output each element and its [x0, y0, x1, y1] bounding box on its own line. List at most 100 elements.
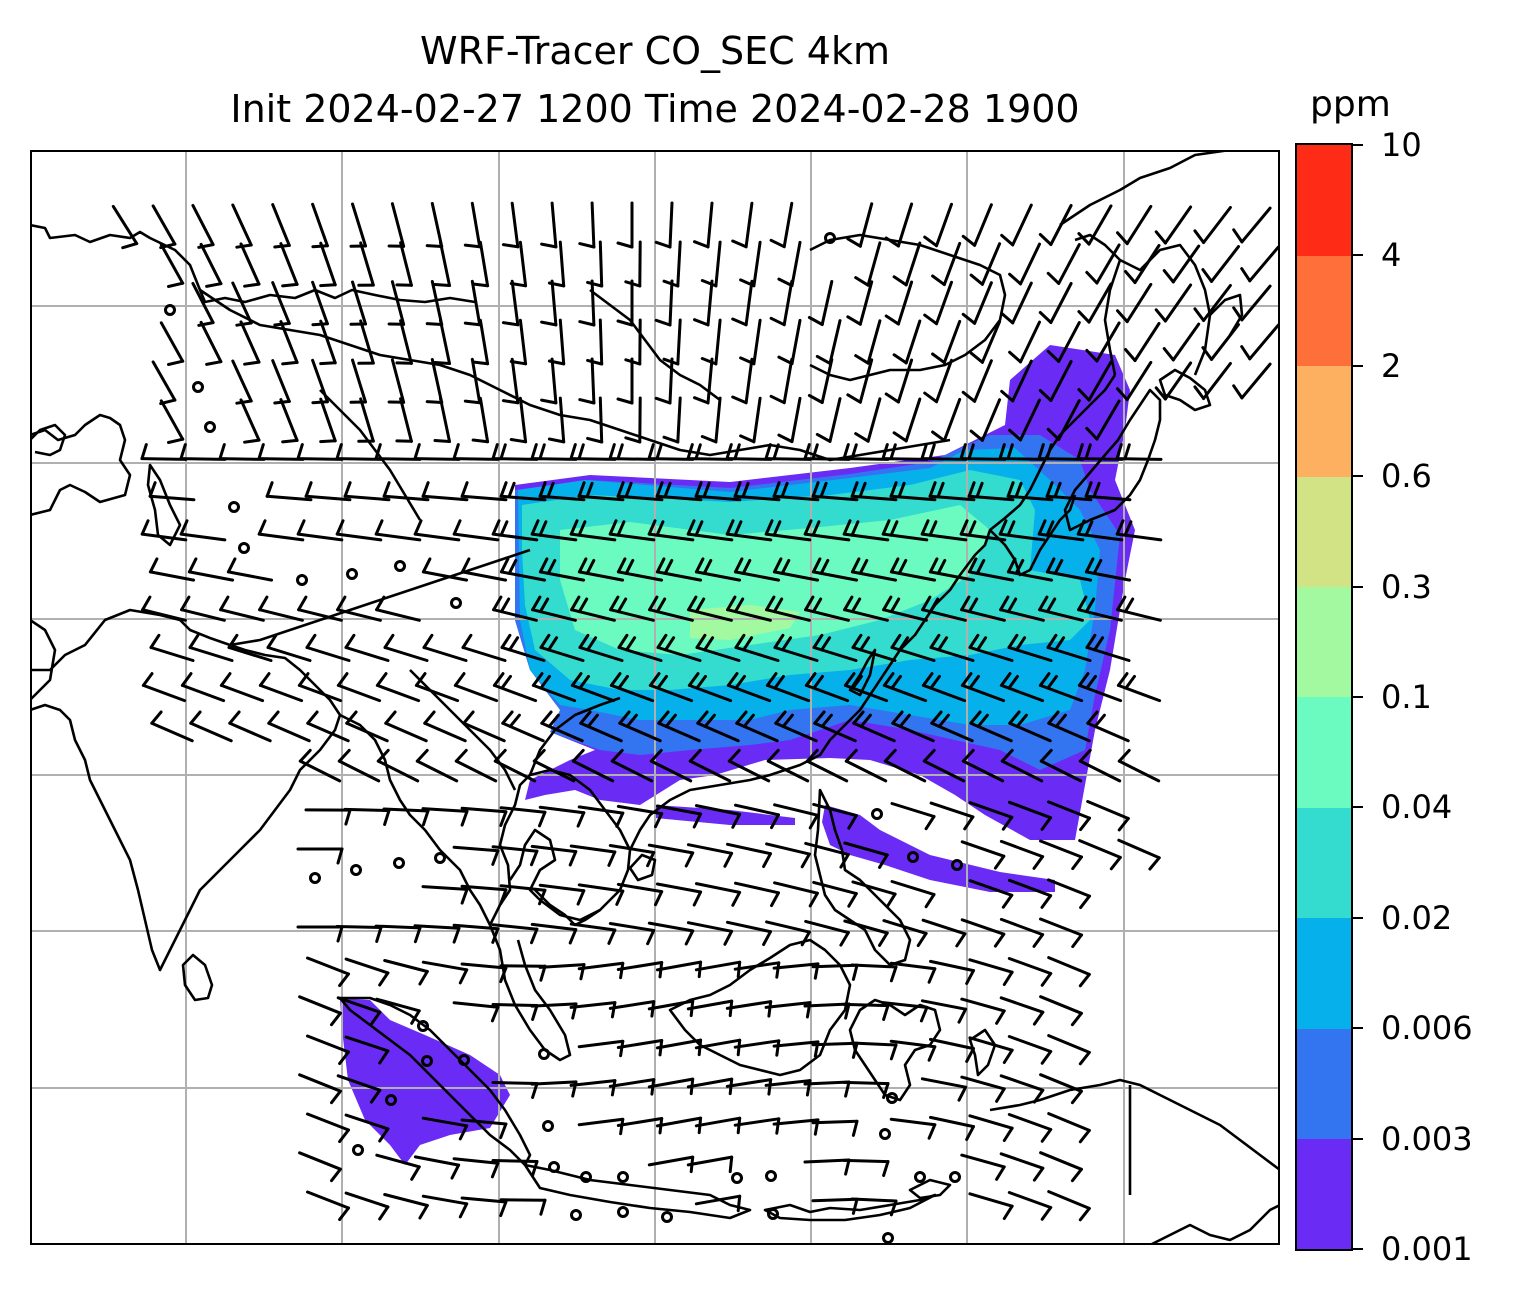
wind-barb-shaft	[530, 1002, 578, 1008]
wind-barb-shaft	[929, 1037, 975, 1051]
wind-barb-shaft	[999, 839, 1045, 859]
wind-barb-flag	[499, 1122, 508, 1140]
wind-barb-shaft	[452, 1157, 500, 1165]
wind-barb-shaft	[694, 804, 742, 816]
wind-barb-shaft	[782, 279, 794, 327]
wind-barb-flag	[1014, 558, 1025, 575]
calm-marker	[394, 560, 406, 572]
coast-europe-west	[30, 413, 132, 517]
wind-barb-shaft	[390, 202, 406, 248]
wind-barb-flag	[369, 1088, 382, 1104]
wind-barb-flag	[586, 358, 604, 366]
wind-barb-flag	[1070, 1167, 1083, 1183]
wind-barb-shaft	[922, 759, 966, 783]
wind-barb-shaft	[453, 683, 499, 703]
wind-barb-flag	[819, 481, 828, 499]
wind-barb-flag	[742, 713, 755, 728]
wind-barb-flag	[930, 710, 943, 725]
wind-barb-shaft	[414, 683, 460, 703]
wind-barb-flag	[493, 748, 507, 763]
wind-barb-shaft	[1086, 800, 1130, 820]
wind-barb-flag	[450, 1163, 461, 1180]
wind-barb-shaft	[298, 1073, 342, 1093]
wind-barb-shaft	[858, 280, 874, 326]
wind-barb-flag	[410, 1165, 421, 1181]
wind-barb-flag	[957, 1085, 968, 1102]
wind-barb-flag	[546, 558, 557, 575]
wind-barb-shaft	[734, 881, 780, 895]
wind-barb-shaft	[942, 397, 962, 443]
wind-barb-flag	[780, 558, 791, 575]
wind-barb-flag	[654, 812, 664, 829]
wind-barb-flag	[1154, 308, 1167, 323]
wind-barb-flag	[969, 351, 984, 364]
wind-barb-flag	[609, 672, 622, 687]
colorbar-tick-label: 4	[1381, 236, 1402, 275]
wind-barb-flag	[281, 438, 299, 444]
wind-barb-shaft	[199, 320, 223, 364]
wind-barb-shaft	[148, 570, 196, 582]
wind-barb-shaft	[530, 1080, 578, 1086]
wind-barb-shaft	[413, 1155, 461, 1167]
wind-barb-flag	[508, 636, 520, 652]
wind-barb-shaft	[140, 457, 188, 461]
wind-barb-flag	[1071, 855, 1083, 871]
wind-barb-flag	[1085, 270, 1099, 285]
colorbar-tick	[1353, 1027, 1363, 1030]
wind-barb-shaft	[734, 803, 780, 817]
wind-barb-shaft	[1007, 957, 1053, 975]
calm-marker	[192, 381, 204, 393]
wind-barb-shaft	[1202, 206, 1232, 244]
wind-barb-flag	[460, 887, 469, 905]
wind-barb-shaft	[733, 1117, 781, 1127]
wind-barb-flag	[425, 322, 444, 326]
wind-barb-flag	[1032, 1166, 1045, 1182]
colorbar-segment	[1297, 255, 1351, 367]
wind-barb-flag	[1085, 426, 1099, 441]
wind-barb-flag	[734, 674, 746, 690]
wind-barb-flag	[963, 815, 975, 831]
wind-barb-shaft	[558, 240, 566, 288]
wind-barb-shaft	[430, 358, 444, 404]
wind-barb-flag	[928, 481, 937, 498]
wind-barb-shaft	[151, 360, 177, 402]
map-panel	[30, 150, 1280, 1245]
wind-barb-shaft	[421, 1194, 469, 1206]
wind-barb-shaft	[616, 961, 664, 971]
wind-barb-flag	[844, 748, 858, 763]
wind-barb-flag	[731, 317, 748, 327]
wind-barb-shaft	[384, 721, 428, 743]
wind-barb-shaft	[655, 1038, 703, 1050]
wind-barb-flag	[257, 443, 265, 461]
wind-barb-flag	[492, 672, 505, 687]
wind-barb-flag	[695, 674, 707, 690]
wind-barb-flag	[414, 672, 427, 687]
wind-barb-flag	[663, 558, 674, 575]
wind-barb-flag	[257, 519, 267, 536]
wind-barb-flag	[375, 595, 386, 612]
wind-barb-flag	[460, 481, 469, 498]
wind-barb-shaft	[1240, 206, 1272, 244]
calm-marker	[228, 501, 240, 513]
calm-wind-markers	[164, 232, 963, 1244]
wind-barb-flag	[851, 1197, 859, 1215]
wind-barb-flag	[1070, 1089, 1083, 1105]
wind-barb-shaft	[421, 1116, 469, 1128]
colorbar-tick	[1353, 696, 1363, 698]
wind-barb-shaft	[668, 201, 674, 249]
wind-barb-flag	[609, 595, 620, 612]
wind-barb-shaft	[1007, 1035, 1053, 1053]
wind-barb-flag	[463, 399, 482, 405]
wind-barb-shaft	[598, 318, 604, 366]
calm-marker	[871, 808, 883, 820]
wind-barb-shaft	[714, 240, 722, 288]
colorbar-tick	[1353, 585, 1363, 588]
wind-barb-shaft	[460, 1196, 508, 1204]
wind-barb-shaft	[305, 646, 351, 662]
wind-barb-flag	[897, 558, 908, 575]
wind-barb-shaft	[647, 999, 695, 1011]
wind-barb-flag	[781, 636, 793, 652]
colorbar-segment	[1297, 365, 1351, 477]
wind-barb-flag	[854, 354, 870, 365]
wind-barb-flag	[775, 1117, 781, 1135]
